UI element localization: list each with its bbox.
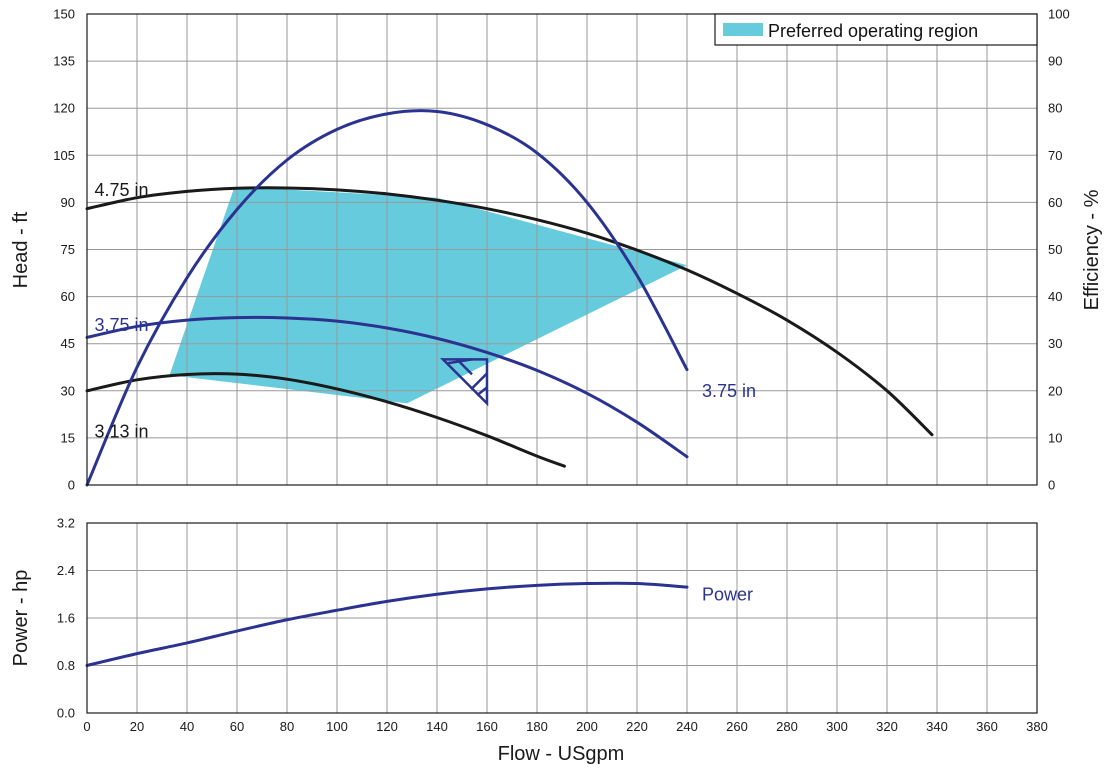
operating-region-layer [169, 186, 687, 404]
legend-label: Preferred operating region [768, 21, 978, 41]
y-axis-title-efficiency: Efficiency - % [1081, 189, 1103, 310]
tick-label-flow: 0 [83, 719, 90, 734]
tick-label-flow: 40 [180, 719, 194, 734]
curve-label: 3.75 in [702, 381, 756, 401]
legend-box [714, 13, 1038, 46]
tick-label-head: 90 [61, 195, 75, 210]
tick-label-power: 2.4 [57, 563, 75, 578]
tick-label-flow: 260 [726, 719, 748, 734]
tick-label-head: 120 [53, 101, 75, 116]
tick-label-head: 150 [53, 7, 75, 22]
tick-label-head: 75 [61, 242, 75, 257]
y-axis-title-head: Head - ft [10, 211, 32, 288]
head-curve [85, 372, 566, 468]
ticks-layer: 0 15 30 45 60 75 90 105 120 135 150 0 10 20 30 40 50 60 70… [53, 7, 1069, 735]
tick-label-flow: 380 [1026, 719, 1048, 734]
tick-label-head: 15 [61, 430, 75, 445]
legend-swatch [723, 23, 763, 36]
power-curve [85, 581, 689, 667]
tick-label-head: 30 [61, 383, 75, 398]
curves-layer [85, 109, 934, 667]
frame-layer [86, 13, 1038, 714]
tick-label-flow: 240 [676, 719, 698, 734]
tick-label-power: 1.6 [57, 611, 75, 626]
tick-label-flow: 200 [576, 719, 598, 734]
tick-label-flow: 120 [376, 719, 398, 734]
tick-label-flow: 140 [426, 719, 448, 734]
curve-label: 3.75 in [95, 315, 149, 335]
tick-label-efficiency: 0 [1048, 478, 1055, 493]
tick-label-efficiency: 20 [1048, 383, 1062, 398]
tick-label-flow: 300 [826, 719, 848, 734]
tick-label-head: 45 [61, 336, 75, 351]
legend: Preferred operating region [714, 13, 1038, 46]
tick-label-efficiency: 80 [1048, 101, 1062, 116]
tick-label-head: 60 [61, 289, 75, 304]
tick-label-efficiency: 30 [1048, 336, 1062, 351]
tick-label-efficiency: 90 [1048, 54, 1062, 69]
bep-hatch [470, 372, 488, 391]
y-axis-title-power: Power - hp [10, 570, 32, 667]
curve-label: 3.13 in [95, 422, 149, 442]
tick-label-power: 0.0 [57, 706, 75, 721]
bep-marker [439, 358, 489, 407]
tick-label-flow: 20 [130, 719, 144, 734]
head-curve [85, 186, 934, 437]
bep-hatch [476, 386, 488, 397]
panel-frame-head [86, 13, 1038, 486]
tick-label-flow: 160 [476, 719, 498, 734]
tick-label-flow: 180 [526, 719, 548, 734]
tick-label-power: 0.8 [57, 658, 75, 673]
tick-label-efficiency: 100 [1048, 7, 1070, 22]
tick-label-efficiency: 10 [1048, 430, 1062, 445]
tick-label-flow: 360 [976, 719, 998, 734]
curve-label: 4.75 in [95, 180, 149, 200]
efficiency-curve [85, 109, 689, 487]
curve-label: Power [702, 584, 753, 604]
tick-label-flow: 280 [776, 719, 798, 734]
tick-label-flow: 340 [926, 719, 948, 734]
tick-label-flow: 60 [230, 719, 244, 734]
tick-label-flow: 80 [280, 719, 294, 734]
tick-label-efficiency: 40 [1048, 289, 1062, 304]
x-axis-title: Flow - USgpm [498, 743, 625, 765]
tick-label-flow: 100 [326, 719, 348, 734]
panel-frame-power [86, 522, 1038, 714]
tick-label-flow: 320 [876, 719, 898, 734]
tick-label-head: 105 [53, 148, 75, 163]
head-curve [85, 315, 689, 459]
annotations-layer: 4.75 in 3.75 in 3.13 in 3.75 in Power [95, 180, 757, 604]
bep-hatch [446, 358, 473, 365]
tick-label-power: 3.2 [57, 516, 75, 531]
tick-label-head: 0 [68, 478, 75, 493]
operating-region [169, 186, 687, 404]
tick-label-efficiency: 70 [1048, 148, 1062, 163]
tick-label-efficiency: 60 [1048, 195, 1062, 210]
tick-label-efficiency: 50 [1048, 242, 1062, 257]
tick-label-flow: 220 [626, 719, 648, 734]
tick-label-head: 135 [53, 54, 75, 69]
